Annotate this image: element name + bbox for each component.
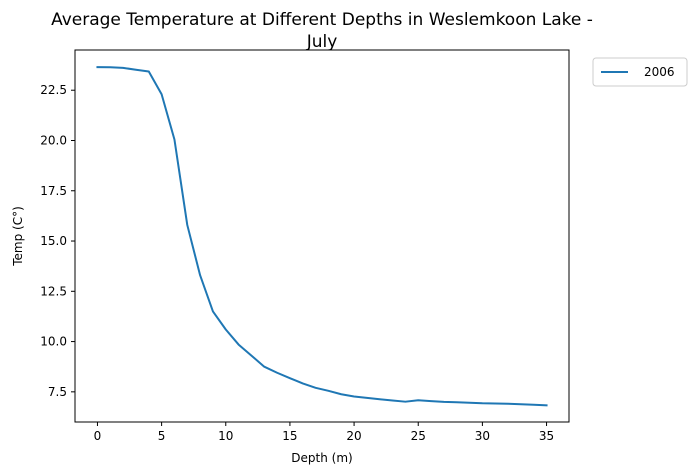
y-tick-label: 17.5 [40, 184, 67, 198]
y-tick-label: 12.5 [40, 284, 67, 298]
y-axis-ticks: 7.5 10.0 12.5 15.0 17.5 20.0 22.5 [40, 83, 75, 399]
chart-title: Average Temperature at Different Depths … [51, 10, 593, 52]
x-tick-label: 35 [539, 429, 554, 443]
plot-frame [74, 49, 570, 423]
x-tick-label: 10 [218, 429, 233, 443]
series-layer [96, 66, 548, 407]
legend-frame [592, 57, 688, 87]
chart-title-line-1: Average Temperature at Different Depths … [51, 10, 593, 30]
y-tick-label: 15.0 [40, 234, 67, 248]
x-tick-label: 25 [411, 429, 426, 443]
x-tick-label: 20 [346, 429, 361, 443]
chart-title-line-2: July [306, 32, 338, 52]
y-axis-label: Temp (C°) [11, 206, 25, 267]
y-tick-label: 20.0 [40, 133, 67, 147]
y-tick-label: 22.5 [40, 83, 67, 97]
x-axis-label: Depth (m) [291, 451, 352, 465]
legend: 2006 [592, 57, 688, 87]
series-line-2006 [96, 66, 548, 407]
x-tick-label: 0 [94, 429, 102, 443]
x-axis-ticks: 0 5 10 15 20 25 30 35 [94, 422, 554, 443]
x-tick-label: 15 [282, 429, 297, 443]
legend-label-2006: 2006 [644, 65, 675, 79]
y-tick-label: 10.0 [40, 335, 67, 349]
x-tick-label: 30 [475, 429, 490, 443]
y-tick-label: 7.5 [48, 385, 67, 399]
x-tick-label: 5 [158, 429, 166, 443]
